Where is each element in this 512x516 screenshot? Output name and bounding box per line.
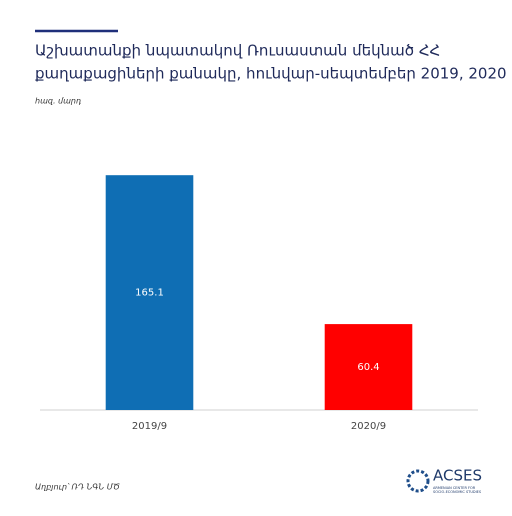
logo: ACSES ARMENIAN CENTER FOR SOCIO-ECONOMIC… (406, 467, 482, 494)
value-label: 165.1 (135, 288, 164, 299)
x-tick-label: 2019/9 (132, 421, 167, 432)
bar (105, 175, 194, 410)
unit-label: հազ. մարդ (35, 97, 81, 106)
source: Աղբյուր՝ ՌԴ ՆԳՆ ՄԾ (35, 482, 120, 492)
chart-title: Աշխատանքի նպատակով Ռուսաստան մեկնած ՀՀ (35, 42, 440, 60)
logo-subtitle: SOCIO-ECONOMIC STUDIES (433, 490, 482, 494)
logo-icon (406, 469, 430, 493)
chart-title: քաղաքացիների քանակը, հունվար-սեպտեմբեր 2… (35, 65, 507, 83)
value-label: 60.4 (357, 362, 379, 373)
x-tick-label: 2020/9 (351, 421, 386, 432)
logo-name: ACSES (433, 467, 482, 485)
bar (324, 324, 413, 410)
logo-subtitle: ARMENIAN CENTER FOR (433, 486, 476, 490)
